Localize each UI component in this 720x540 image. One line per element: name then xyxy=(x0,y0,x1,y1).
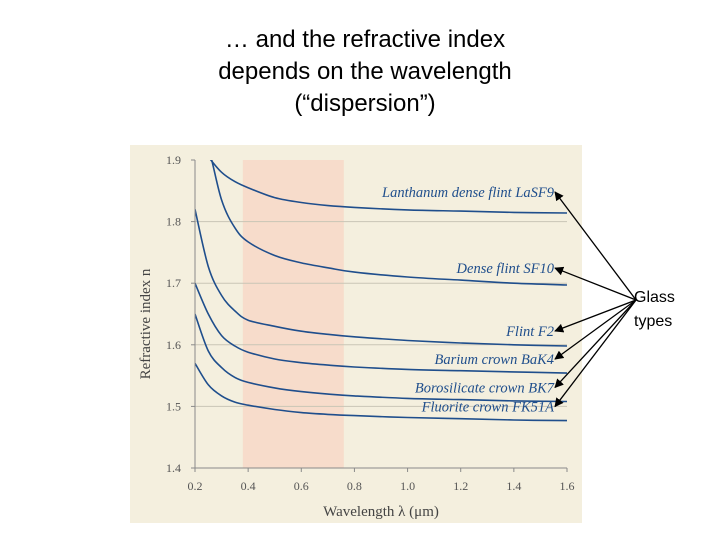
x-axis-title: Wavelength λ (μm) xyxy=(323,504,439,520)
x-tick-label: 1.4 xyxy=(506,479,521,493)
series-label-dense-flint-sf10: Dense flint SF10 xyxy=(456,261,555,277)
annotation-line-2: types xyxy=(634,313,673,330)
annotation-line-1: Glass xyxy=(634,289,675,306)
y-tick-label: 1.7 xyxy=(166,276,181,290)
x-tick-label: 1.0 xyxy=(400,479,415,493)
chart-panel: 1.4 1.5 1.6 1.7 1.8 1.9 0.2 0.4 0.6 0.8 1.0 1.2 1.4 1… xyxy=(130,145,582,523)
series-label-flint-f2: Flint F2 xyxy=(505,324,554,340)
series-label-fluorite-crown-fk51a: Fluorite crown FK51A xyxy=(421,400,555,416)
curve-lanthanum-dense-flint-lasf9 xyxy=(209,160,567,214)
y-tick-label: 1.4 xyxy=(166,461,181,475)
x-tick-label: 0.6 xyxy=(294,479,309,493)
dispersion-chart: 1.4 1.5 1.6 1.7 1.8 1.9 0.2 0.4 0.6 0.8 1.0 1.2 1.4 1… xyxy=(138,153,575,520)
x-tick-label: 1.2 xyxy=(453,479,468,493)
glass-types-annotation: Glass types xyxy=(634,286,694,334)
curve-fluorite-crown-fk51a xyxy=(195,362,567,422)
x-tick-label: 0.2 xyxy=(188,479,203,493)
series-label-lanthanum-dense-flint-lasf9: Lanthanum dense flint LaSF9 xyxy=(381,185,555,201)
y-tick-label: 1.5 xyxy=(166,399,181,413)
y-tick-label: 1.6 xyxy=(166,338,181,352)
curve-flint-f2 xyxy=(195,209,567,347)
title-line-3: (“dispersion”) xyxy=(294,90,436,117)
curve-dense-flint-sf10 xyxy=(210,160,567,286)
series-label-borosilicate-crown-bk7: Borosilicate crown BK7 xyxy=(415,380,555,396)
slide-title: … and the refractive index depends on th… xyxy=(120,24,610,120)
y-axis-title: Refractive index n xyxy=(138,268,154,379)
visible-spectrum-band xyxy=(242,160,344,468)
x-tick-label: 1.6 xyxy=(560,479,575,493)
y-tick-label: 1.9 xyxy=(166,153,181,167)
title-line-1: … and the refractive index xyxy=(224,26,506,53)
curve-barium-crown-bak4 xyxy=(195,282,567,374)
y-tick-label: 1.8 xyxy=(166,215,181,229)
title-line-2: depends on the wavelength xyxy=(218,58,512,85)
x-tick-label: 0.8 xyxy=(347,479,362,493)
x-tick-label: 0.4 xyxy=(241,479,256,493)
curve-borosilicate-crown-bk7 xyxy=(195,313,567,403)
series-label-barium-crown-bak4: Barium crown BaK4 xyxy=(435,352,555,368)
